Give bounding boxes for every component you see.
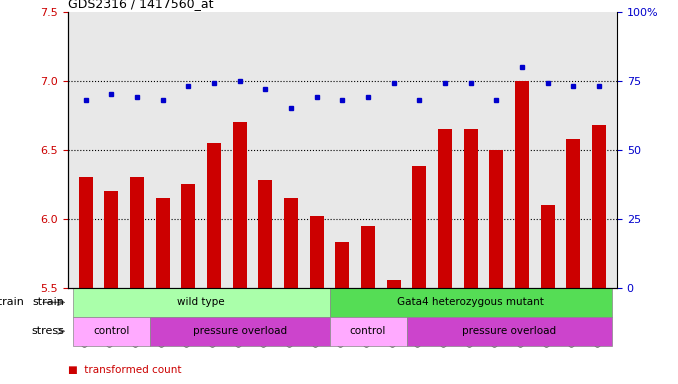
Text: control: control bbox=[350, 326, 386, 336]
Text: stress: stress bbox=[32, 326, 64, 336]
Bar bbox=[540, 205, 555, 384]
Text: strain: strain bbox=[0, 297, 24, 308]
Bar bbox=[464, 129, 478, 384]
Bar bbox=[490, 150, 504, 384]
Bar bbox=[310, 216, 324, 384]
Bar bbox=[515, 81, 529, 384]
Text: GDS2316 / 1417560_at: GDS2316 / 1417560_at bbox=[68, 0, 214, 10]
Bar bbox=[207, 143, 221, 384]
Bar bbox=[412, 166, 426, 384]
Bar bbox=[156, 198, 170, 384]
Text: pressure overload: pressure overload bbox=[193, 326, 287, 336]
Bar bbox=[79, 177, 93, 384]
Bar bbox=[386, 280, 401, 384]
Bar bbox=[73, 317, 150, 346]
Text: pressure overload: pressure overload bbox=[462, 326, 556, 336]
Bar bbox=[438, 129, 452, 384]
Text: ■  transformed count: ■ transformed count bbox=[68, 365, 181, 375]
Bar bbox=[284, 198, 298, 384]
Bar bbox=[592, 125, 606, 384]
Bar bbox=[73, 288, 330, 317]
Bar bbox=[330, 317, 407, 346]
Text: wild type: wild type bbox=[178, 297, 225, 308]
Text: Gata4 heterozygous mutant: Gata4 heterozygous mutant bbox=[397, 297, 544, 308]
Bar bbox=[407, 317, 612, 346]
Bar bbox=[258, 180, 273, 384]
Bar bbox=[336, 242, 349, 384]
Bar bbox=[361, 226, 375, 384]
Bar bbox=[104, 191, 119, 384]
Bar bbox=[181, 184, 195, 384]
Text: strain: strain bbox=[33, 297, 64, 308]
Bar bbox=[130, 177, 144, 384]
Text: control: control bbox=[94, 326, 129, 336]
Bar bbox=[330, 288, 612, 317]
Bar bbox=[233, 122, 247, 384]
Bar bbox=[566, 139, 580, 384]
Bar bbox=[150, 317, 330, 346]
